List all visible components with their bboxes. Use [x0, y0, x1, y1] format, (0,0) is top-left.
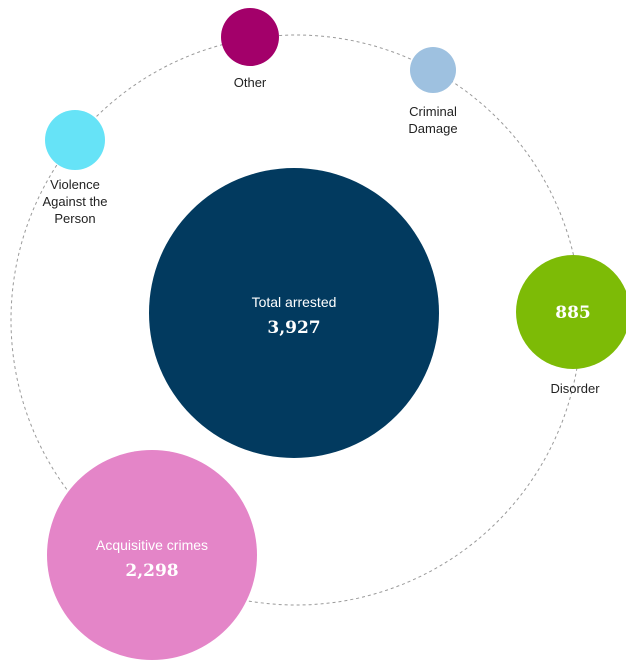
criminal-damage-bubble — [410, 47, 456, 93]
criminal-damage-label-line-1: Criminal — [409, 104, 457, 119]
disorder-bubble — [516, 255, 626, 369]
criminal-damage-label-line-2: Damage — [408, 121, 457, 136]
acquisitive-crimes-value: 2,298 — [125, 561, 178, 581]
acquisitive-crimes-bubble — [47, 450, 257, 660]
violence-bubble — [45, 110, 105, 170]
total-arrested-value: 3,927 — [267, 318, 320, 338]
acquisitive-crimes-title: Acquisitive crimes — [96, 537, 208, 553]
other-label: Other — [234, 75, 267, 90]
violence-label-line-3: Person — [54, 211, 95, 226]
violence-label-line-1: Violence — [50, 177, 100, 192]
disorder-label: Disorder — [550, 381, 600, 396]
disorder-value: 885 — [555, 303, 591, 323]
total-arrested-bubble — [149, 168, 439, 458]
other-bubble — [221, 8, 279, 66]
violence-label-line-2: Against the — [42, 194, 107, 209]
total-arrested-title: Total arrested — [252, 294, 337, 310]
